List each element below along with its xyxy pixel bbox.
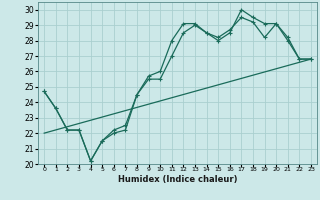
X-axis label: Humidex (Indice chaleur): Humidex (Indice chaleur): [118, 175, 237, 184]
